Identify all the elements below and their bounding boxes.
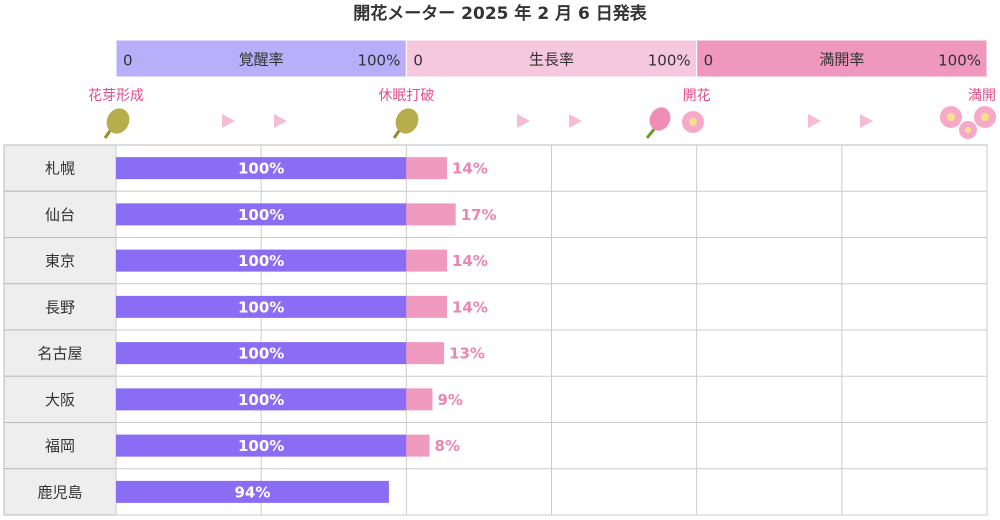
value-label: 13%: [449, 345, 485, 363]
city-label: 名古屋: [37, 345, 82, 363]
segment-header: [696, 39, 988, 78]
segment-name: 覚醒率: [239, 51, 284, 69]
city-label: 仙台: [45, 206, 75, 224]
x-tick-label: 0: [413, 52, 423, 70]
city-label: 大阪: [45, 391, 75, 409]
value-label: 100%: [238, 252, 284, 270]
segment-name: 満開率: [819, 51, 864, 69]
bar: [116, 295, 407, 318]
bar: [116, 388, 407, 411]
bar: [116, 157, 407, 180]
city-cell: [3, 422, 117, 470]
bar: [116, 342, 407, 365]
x-tick-label: 0: [704, 52, 714, 70]
city-cell: [3, 237, 117, 285]
value-label: 100%: [238, 298, 284, 316]
x-tick-label: 100%: [648, 52, 691, 70]
bar: [116, 203, 407, 226]
chart-title: 開花メーター 2025 年 2 月 6 日発表: [353, 3, 647, 24]
x-tick-label: 0: [123, 52, 133, 70]
milestone-label: 花芽形成: [88, 88, 144, 104]
value-label: 14%: [452, 160, 488, 178]
value-label: 94%: [235, 483, 271, 501]
value-label: 14%: [452, 252, 488, 270]
x-tick-label: 100%: [357, 52, 400, 70]
value-label: 9%: [437, 391, 462, 409]
city-cell: [3, 329, 117, 377]
value-label: 100%: [238, 160, 284, 178]
value-label: 8%: [435, 437, 460, 455]
bar: [406, 434, 430, 457]
city-cell: [3, 375, 117, 423]
city-cell: [3, 190, 117, 238]
bar: [406, 157, 447, 180]
value-label: 14%: [452, 298, 488, 316]
bar: [406, 342, 445, 365]
value-label: 100%: [238, 345, 284, 363]
stage-icons: [103, 106, 996, 139]
value-label: 100%: [238, 437, 284, 455]
value-label: 17%: [461, 206, 497, 224]
bar: [406, 249, 447, 272]
bar: [116, 434, 407, 457]
bar: [406, 203, 456, 226]
city-label: 東京: [45, 252, 75, 270]
milestone-label: 満開: [968, 88, 996, 104]
city-cell: [3, 468, 117, 516]
city-label: 長野: [45, 298, 75, 316]
milestone-label: 開花: [683, 88, 711, 104]
x-tick-label: 100%: [938, 52, 981, 70]
value-label: 100%: [238, 391, 284, 409]
bar: [406, 295, 447, 318]
bar: [406, 388, 433, 411]
segment-header: [115, 39, 407, 78]
city-label: 鹿児島: [37, 483, 82, 501]
milestone-label: 休眠打破: [378, 87, 434, 104]
bar: [116, 249, 407, 272]
bar: [116, 480, 389, 503]
city-label: 福岡: [45, 437, 75, 455]
value-label: 100%: [238, 206, 284, 224]
city-label: 札幌: [45, 160, 75, 178]
segment-header: [405, 39, 698, 78]
segment-name: 生長率: [529, 51, 574, 69]
